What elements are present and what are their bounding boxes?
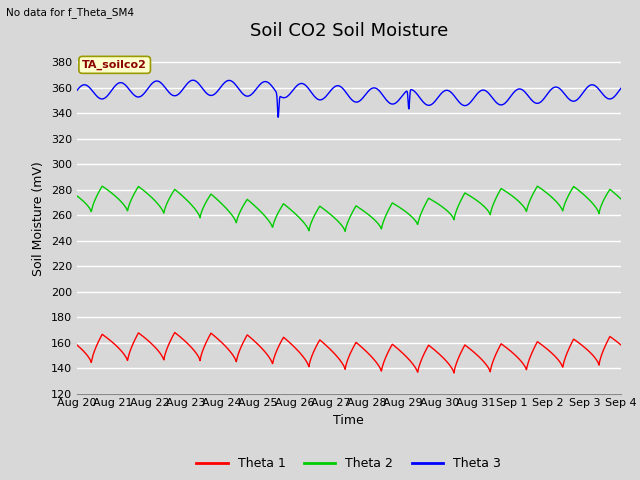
- Legend: Theta 1, Theta 2, Theta 3: Theta 1, Theta 2, Theta 3: [191, 453, 506, 475]
- Title: Soil CO2 Soil Moisture: Soil CO2 Soil Moisture: [250, 22, 448, 40]
- Y-axis label: Soil Moisture (mV): Soil Moisture (mV): [32, 161, 45, 276]
- Text: TA_soilco2: TA_soilco2: [82, 60, 147, 70]
- Text: No data for f_Theta_SM4: No data for f_Theta_SM4: [6, 7, 134, 18]
- X-axis label: Time: Time: [333, 414, 364, 427]
